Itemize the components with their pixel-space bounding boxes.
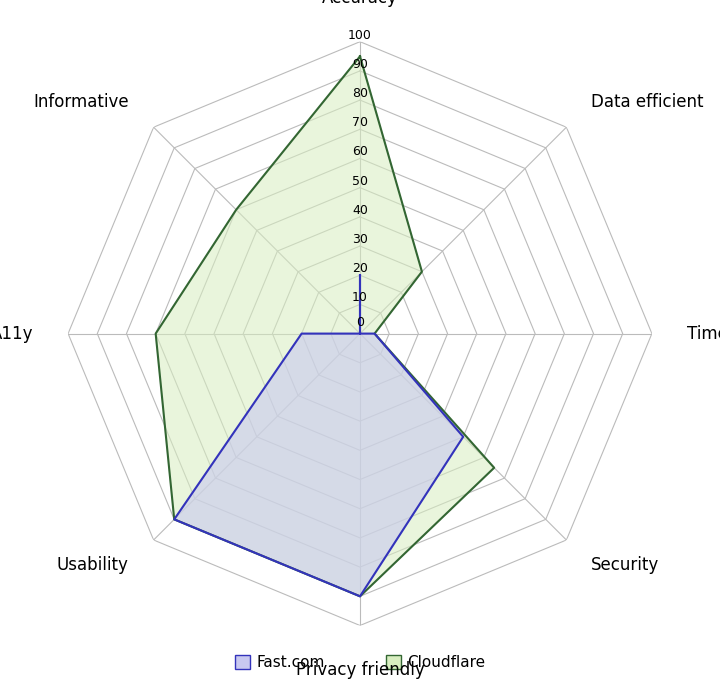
Text: 90: 90 — [352, 58, 368, 71]
Text: Usability: Usability — [57, 556, 129, 574]
Polygon shape — [156, 56, 494, 596]
Text: Security: Security — [591, 556, 660, 574]
Text: 60: 60 — [352, 145, 368, 158]
Text: 20: 20 — [352, 262, 368, 275]
Text: 100: 100 — [348, 28, 372, 42]
Text: Time: Time — [687, 325, 720, 343]
Legend: Fast.com, Cloudflare: Fast.com, Cloudflare — [229, 649, 491, 676]
Text: Informative: Informative — [33, 93, 129, 111]
Text: 80: 80 — [352, 87, 368, 100]
Text: Accuracy: Accuracy — [322, 0, 398, 7]
Text: 70: 70 — [352, 116, 368, 129]
Text: 0: 0 — [356, 316, 364, 329]
Text: 40: 40 — [352, 204, 368, 217]
Text: Data efficient: Data efficient — [591, 93, 703, 111]
Text: A11y: A11y — [0, 325, 33, 343]
Polygon shape — [174, 275, 463, 596]
Text: 10: 10 — [352, 291, 368, 304]
Text: 30: 30 — [352, 233, 368, 246]
Text: Privacy friendly: Privacy friendly — [296, 660, 424, 678]
Text: 50: 50 — [352, 174, 368, 188]
